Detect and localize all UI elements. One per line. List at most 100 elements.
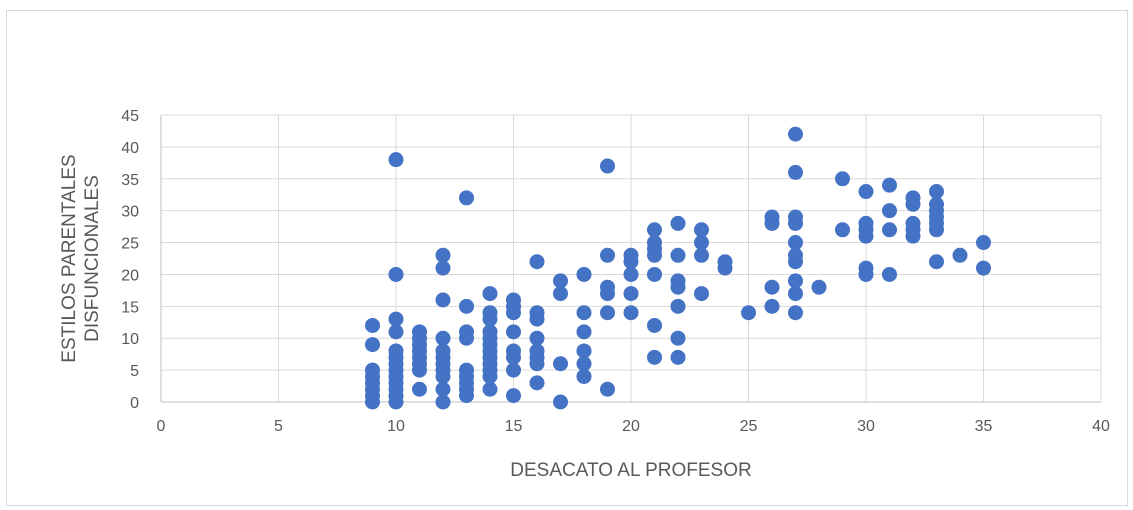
data-point — [365, 337, 380, 353]
scatter-chart: 0 5 10 15 20 25 30 35 40 0 5 10 15 20 25 30 35 40 45 DESA… — [59, 108, 1110, 481]
y-axis-title-line-2: DISFUNCIONALES — [82, 175, 103, 342]
data-point — [694, 222, 709, 238]
data-point — [670, 330, 686, 346]
data-point — [623, 266, 639, 282]
data-point — [694, 235, 709, 251]
data-point — [506, 292, 521, 308]
data-point — [553, 394, 568, 410]
data-point — [435, 343, 451, 359]
data-point — [623, 247, 639, 263]
data-point — [764, 279, 780, 295]
data-point — [482, 286, 498, 302]
data-point — [435, 247, 451, 263]
data-point — [576, 305, 592, 321]
y-tick-label: 45 — [121, 108, 139, 125]
data-point — [929, 184, 944, 200]
data-point — [905, 215, 921, 231]
data-point — [388, 266, 404, 282]
data-point — [482, 305, 498, 321]
data-point — [435, 260, 451, 276]
x-tick-label: 40 — [1092, 418, 1110, 435]
data-point — [365, 317, 380, 333]
data-point — [435, 394, 451, 410]
data-point — [435, 330, 451, 346]
data-point — [882, 203, 897, 219]
data-point — [412, 324, 427, 340]
data-point — [506, 388, 521, 404]
data-point — [788, 209, 803, 225]
data-point — [600, 247, 615, 263]
data-point — [788, 286, 803, 302]
data-point — [576, 343, 592, 359]
data-point — [529, 254, 545, 270]
x-tick-label: 30 — [857, 418, 875, 435]
data-point — [882, 222, 897, 238]
data-point — [647, 222, 662, 238]
data-point — [600, 279, 615, 295]
data-point — [835, 171, 850, 187]
data-point — [459, 362, 474, 378]
data-point — [506, 362, 521, 378]
data-point — [600, 158, 615, 174]
x-tick-label: 5 — [274, 418, 283, 435]
data-point — [647, 235, 662, 251]
data-point — [529, 343, 545, 359]
data-point — [412, 381, 427, 397]
data-point — [459, 190, 474, 206]
y-tick-label: 35 — [121, 172, 139, 189]
gridlines — [161, 114, 1102, 402]
data-point — [600, 381, 615, 397]
data-point — [576, 324, 592, 340]
data-point — [670, 298, 686, 314]
data-point — [976, 260, 991, 276]
y-tick-label: 5 — [130, 363, 139, 380]
data-point — [529, 375, 545, 391]
y-tick-label: 20 — [121, 267, 139, 284]
data-point — [388, 324, 404, 340]
data-point — [670, 349, 686, 365]
data-point — [435, 381, 451, 397]
data-point — [482, 381, 498, 397]
data-point — [553, 273, 568, 289]
data-point — [459, 324, 474, 340]
data-point — [388, 311, 404, 327]
data-point — [741, 305, 756, 321]
data-point — [929, 254, 944, 270]
y-tick-label: 40 — [121, 140, 139, 157]
data-point — [576, 266, 592, 282]
data-point — [811, 279, 827, 295]
data-point — [835, 222, 850, 238]
data-point — [882, 177, 897, 193]
data-point — [694, 286, 709, 302]
data-point — [365, 362, 380, 378]
y-tick-label: 0 — [130, 395, 139, 412]
data-point — [764, 298, 780, 314]
data-point — [858, 260, 874, 276]
x-tick-label: 25 — [740, 418, 758, 435]
data-point — [717, 254, 733, 270]
data-point — [459, 298, 474, 314]
y-tick-label: 10 — [121, 331, 139, 348]
data-point — [788, 247, 803, 263]
data-point — [952, 247, 968, 263]
data-points — [365, 126, 991, 410]
data-point — [553, 286, 568, 302]
x-tick-label: 20 — [622, 418, 640, 435]
y-axis-title-line-1: ESTILOS PARENTALES — [59, 154, 80, 362]
chart-area: 0 5 10 15 20 25 30 35 40 0 5 10 15 20 25 30 35 40 45 DESA… — [6, 10, 1128, 506]
data-point — [788, 126, 803, 142]
data-point — [647, 317, 662, 333]
y-tick-label: 25 — [121, 236, 139, 253]
data-point — [506, 343, 521, 359]
data-point — [670, 247, 686, 263]
data-point — [529, 330, 545, 346]
data-point — [788, 164, 803, 180]
data-point — [388, 152, 404, 168]
data-point — [788, 305, 803, 321]
data-point — [623, 286, 639, 302]
data-point — [905, 190, 921, 206]
data-point — [435, 292, 451, 308]
x-tick-label: 15 — [505, 418, 523, 435]
x-tick-label: 0 — [157, 418, 166, 435]
y-tick-label: 15 — [121, 299, 139, 316]
